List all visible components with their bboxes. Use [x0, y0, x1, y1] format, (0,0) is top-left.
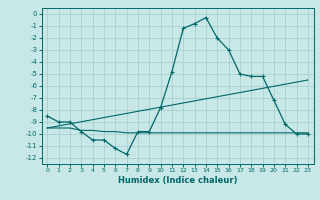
X-axis label: Humidex (Indice chaleur): Humidex (Indice chaleur) [118, 176, 237, 185]
